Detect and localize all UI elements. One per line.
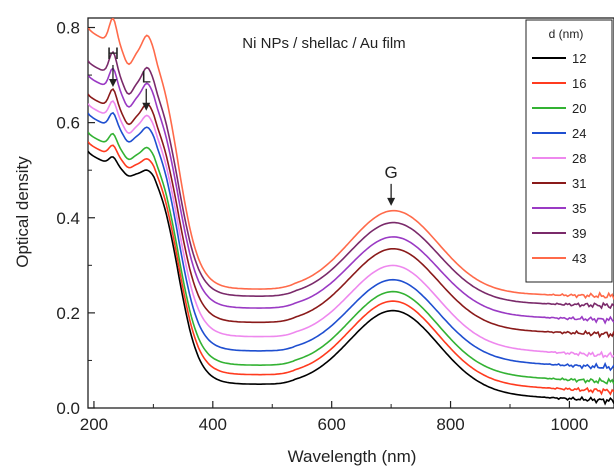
x-tick-label: 800 — [436, 415, 464, 434]
series-line-39 — [88, 50, 614, 310]
annotation-arrow-head — [387, 197, 396, 206]
series-line-24 — [88, 111, 614, 372]
x-tick-label: 1000 — [551, 415, 589, 434]
legend-label-35: 35 — [572, 201, 586, 216]
y-tick-label: 0.2 — [56, 304, 80, 323]
series-line-16 — [88, 141, 614, 396]
legend-label-24: 24 — [572, 126, 586, 141]
plot-frame — [87, 17, 614, 409]
series-line-43 — [88, 18, 614, 300]
series-line-31 — [88, 87, 614, 339]
series-line-35 — [88, 67, 614, 325]
series-line-28 — [88, 99, 614, 359]
legend-title: d (nm) — [549, 27, 584, 41]
legend-label-12: 12 — [572, 51, 586, 66]
legend-label-43: 43 — [572, 251, 586, 266]
y-axis: 0.0 0.2 0.4 0.6 0.8 — [56, 19, 95, 418]
x-tick-label: 400 — [199, 415, 227, 434]
annotations: H L G — [107, 44, 398, 206]
series-line-20 — [88, 131, 614, 385]
y-tick-label: 0.8 — [56, 19, 80, 38]
legend-box — [525, 19, 613, 283]
legend-label-31: 31 — [572, 176, 586, 191]
annotation-G: G — [385, 163, 398, 182]
x-axis-title: Wavelength (nm) — [288, 447, 417, 466]
x-axis: 200 400 600 800 1000 — [80, 401, 589, 434]
y-tick-label: 0.4 — [56, 209, 80, 228]
annotation-H: H — [107, 44, 119, 63]
series-line-12 — [88, 150, 614, 406]
y-axis-title: Optical density — [13, 156, 32, 268]
x-tick-label: 600 — [317, 415, 345, 434]
legend-label-20: 20 — [572, 101, 586, 116]
y-tick-label: 0.6 — [56, 114, 80, 133]
annotation-arrow-head — [142, 102, 151, 111]
series-layer — [88, 18, 614, 406]
x-tick-label: 200 — [80, 415, 108, 434]
annotation-L: L — [142, 68, 151, 87]
legend-label-16: 16 — [572, 76, 586, 91]
annotation-arrow-head — [108, 78, 117, 87]
legend-label-28: 28 — [572, 151, 586, 166]
legend-label-39: 39 — [572, 226, 586, 241]
y-tick-label: 0.0 — [56, 399, 80, 418]
legend: d (nm) 12 16 20 24 28 31 35 39 43 — [525, 19, 613, 283]
chart-inner-title: Ni NPs / shellac / Au film — [242, 35, 405, 52]
